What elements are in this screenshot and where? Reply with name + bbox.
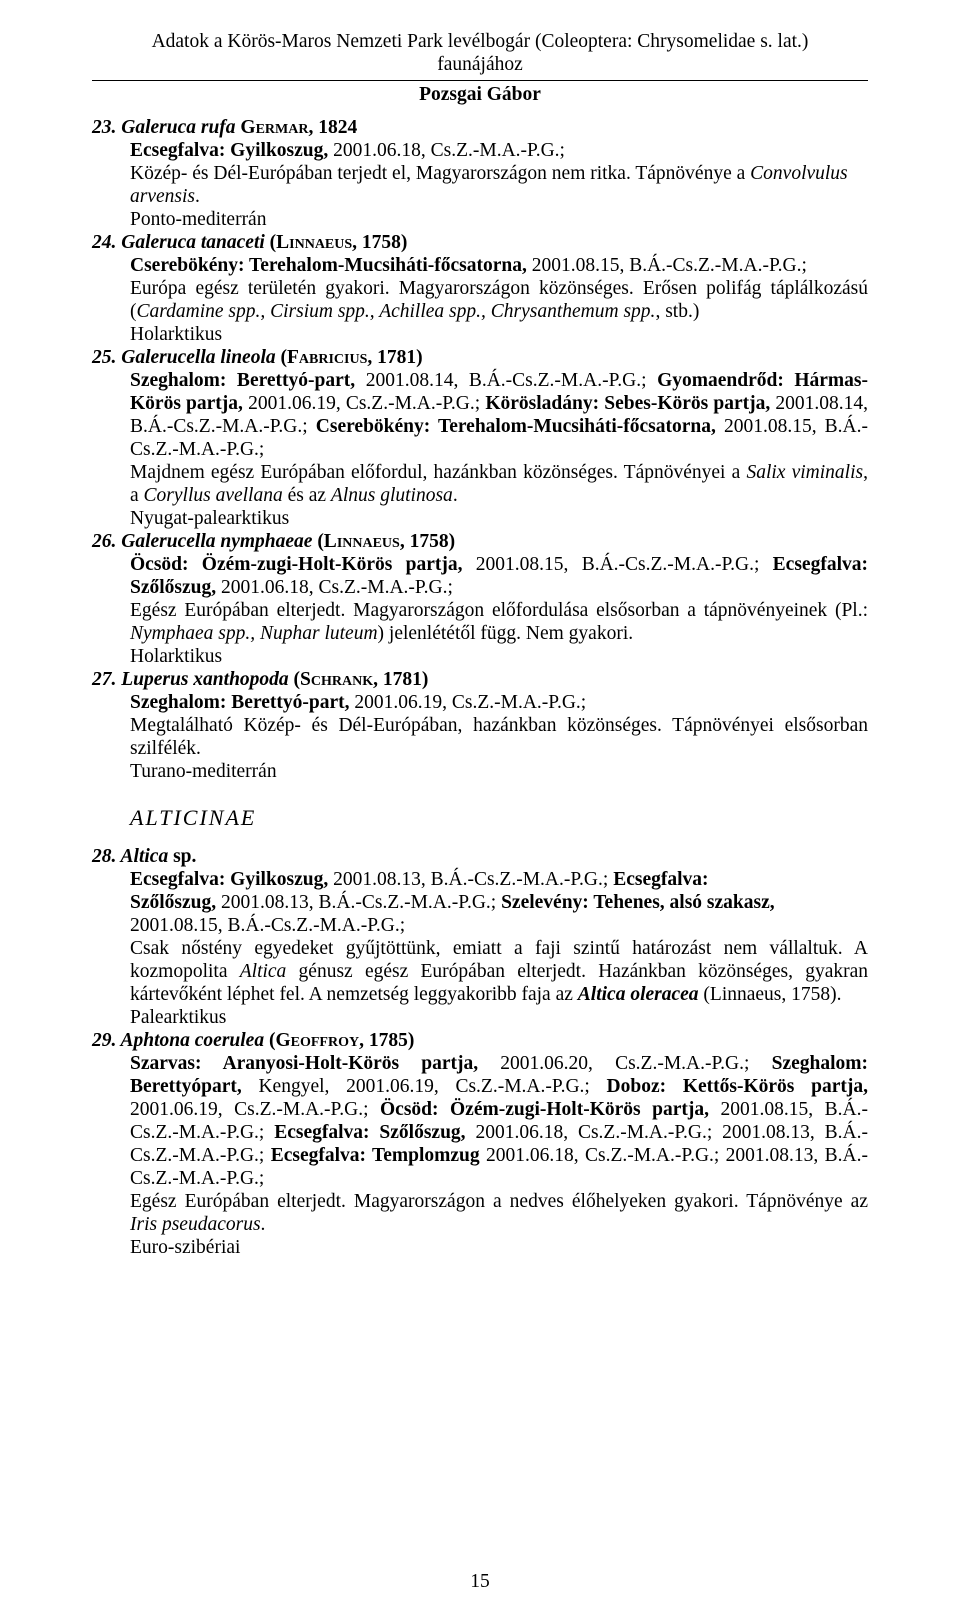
locality-line: Ecsegfalva: Gyilkoszug, 2001.06.18, Cs.Z… — [92, 139, 868, 162]
locality: Ecsegfalva: Gyilkoszug, — [130, 140, 328, 161]
range: Turano-mediterrán — [92, 760, 868, 783]
species-name: Galeruca tanaceti — [121, 232, 265, 253]
page: Adatok a Körös-Maros Nemzeti Park levélb… — [0, 0, 960, 1609]
locality-line: Szeghalom: Berettyó-part, 2001.08.14, B.… — [92, 369, 868, 461]
species-year: 1758) — [410, 531, 456, 552]
entry-num: 28. — [92, 846, 121, 867]
header-author: Pozsgai Gábor — [92, 83, 868, 106]
species-year: 1781) — [377, 347, 423, 368]
locality-line: Szeghalom: Berettyó-part, 2001.06.19, Cs… — [92, 691, 868, 714]
range: Holarktikus — [92, 645, 868, 668]
entry-num: 23. — [92, 117, 121, 138]
range: Ponto-mediterrán — [92, 208, 868, 231]
entry-num: 27. — [92, 669, 121, 690]
entry-29: 29. Aphtona coerulea (Geoffroy, 1785) Sz… — [92, 1029, 868, 1259]
range: Euro-szibériai — [92, 1236, 868, 1259]
species-year: 1758) — [362, 232, 408, 253]
header-rule — [92, 80, 868, 81]
description: Megtalálható Közép- és Dél-Európában, ha… — [92, 714, 868, 760]
species-author: (Schrank, — [289, 669, 383, 690]
entry-num: 24. — [92, 232, 121, 253]
description: Egész Európában elterjedt. Magyarországo… — [92, 1190, 868, 1236]
subfamily-heading: ALTICINAE — [130, 805, 868, 831]
locality-line: Ecsegfalva: Gyilkoszug, 2001.08.13, B.Á.… — [92, 868, 868, 891]
entry-num: 26. — [92, 531, 121, 552]
species-author: (Linnaeus, — [312, 531, 409, 552]
entry-27: 27. Luperus xanthopoda (Schrank, 1781) S… — [92, 668, 868, 783]
description: Egész Európában elterjedt. Magyarországo… — [92, 599, 868, 645]
species-name: Galerucella nymphaeae — [121, 531, 312, 552]
page-number: 15 — [0, 1570, 960, 1593]
locality-detail: 2001.08.15, B.Á.-Cs.Z.-M.A.-P.G.; — [527, 255, 807, 276]
species-year: 1781) — [383, 669, 429, 690]
host-plant: Cardamine spp., Cirsium spp., Achillea s… — [137, 301, 656, 322]
entry-26: 26. Galerucella nymphaeae (Linnaeus, 175… — [92, 530, 868, 668]
description: Európa egész területén gyakori. Magyaror… — [92, 277, 868, 323]
species-name: Altica — [121, 846, 169, 867]
locality-line: Cserebökény: Terehalom-Mucsiháti-főcsato… — [92, 254, 868, 277]
entry-num: 25. — [92, 347, 121, 368]
species-author: (Geoffroy, — [264, 1030, 369, 1051]
description: Majdnem egész Európában előfordul, hazán… — [92, 461, 868, 507]
entry-num: 29. — [92, 1030, 121, 1051]
species-author: Germar, — [236, 117, 319, 138]
species-name: Luperus xanthopoda — [121, 669, 288, 690]
range: Nyugat-palearktikus — [92, 507, 868, 530]
species-name: Galerucella lineola — [121, 347, 275, 368]
species-year: 1824 — [318, 117, 357, 138]
species-author: (Linnaeus, — [265, 232, 362, 253]
locality-line: Szőlőszug, 2001.08.13, B.Á.-Cs.Z.-M.A.-P… — [92, 891, 868, 937]
species-year: 1785) — [369, 1030, 415, 1051]
entry-23: 23. Galeruca rufa Germar, 1824 Ecsegfalv… — [92, 116, 868, 231]
locality-line: Szarvas: Aranyosi-Holt-Körös partja, 200… — [92, 1052, 868, 1190]
range: Palearktikus — [92, 1006, 868, 1029]
description: Csak nőstény egyedeket gyűjtöttünk, emia… — [92, 937, 868, 1006]
locality-line: Öcsöd: Özém-zugi-Holt-Körös partja, 2001… — [92, 553, 868, 599]
entry-28: 28. Altica sp. Ecsegfalva: Gyilkoszug, 2… — [92, 845, 868, 1029]
species-author: (Fabricius, — [276, 347, 378, 368]
sp-suffix: sp. — [168, 846, 196, 867]
running-header: Adatok a Körös-Maros Nemzeti Park levélb… — [92, 30, 868, 76]
species-name: Aphtona coerulea — [121, 1030, 265, 1051]
header-title-line1: Adatok a Körös-Maros Nemzeti Park levélb… — [92, 30, 868, 53]
locality: Cserebökény: Terehalom-Mucsiháti-főcsato… — [130, 255, 527, 276]
species-name: Galeruca rufa — [121, 117, 235, 138]
entry-24: 24. Galeruca tanaceti (Linnaeus, 1758) C… — [92, 231, 868, 346]
header-title-line2: faunájához — [92, 53, 868, 76]
range: Holarktikus — [92, 323, 868, 346]
entry-25: 25. Galerucella lineola (Fabricius, 1781… — [92, 346, 868, 530]
description: Közép- és Dél-Európában terjedt el, Magy… — [92, 162, 868, 208]
locality-detail: 2001.06.18, Cs.Z.-M.A.-P.G.; — [328, 140, 565, 161]
